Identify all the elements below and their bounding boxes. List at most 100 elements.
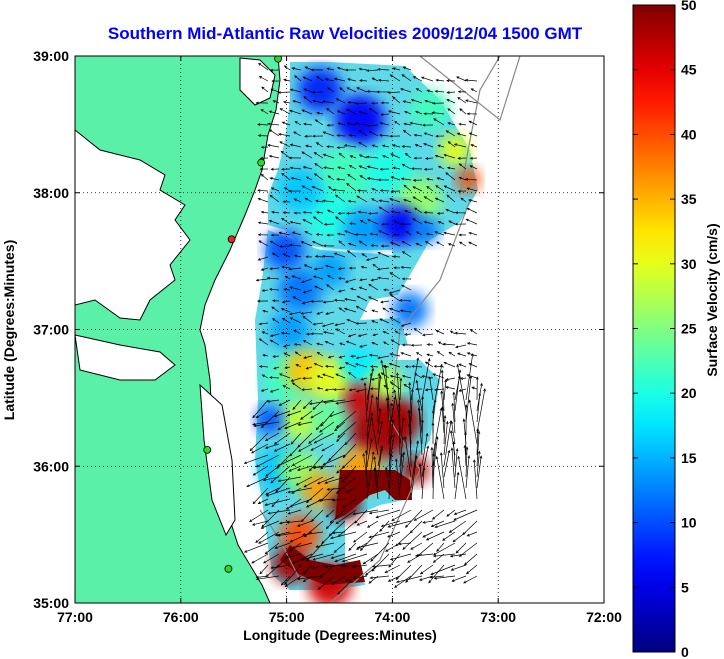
current-vector-head [400,177,405,181]
current-vector [345,362,357,368]
current-vector [399,454,403,478]
current-vector-head [328,186,332,190]
current-vector [356,542,368,550]
current-vector-head [269,376,273,380]
current-vector-head [387,525,391,528]
current-vector-head [271,210,275,214]
current-vector-head [359,278,363,282]
current-vector [416,352,423,357]
current-vector [401,266,412,269]
current-vector [389,289,401,294]
current-vector-head [355,363,359,366]
current-vector [261,267,269,271]
current-vector-head [436,351,440,354]
current-vector [427,344,434,346]
current-vector-head [292,296,296,300]
current-vector [321,443,335,452]
current-vector [451,421,456,445]
current-vector [261,86,269,93]
current-vector-head [390,189,394,193]
current-vector [405,366,412,368]
current-vector [290,167,302,170]
current-vector [434,575,456,579]
current-vector-head [300,312,304,315]
current-vector [274,432,291,445]
current-vector-head [260,173,264,177]
current-vector [443,343,456,346]
current-vector-head [316,311,320,315]
current-vector-head [464,404,468,408]
current-vector [403,100,412,104]
current-vector-head [260,210,264,214]
current-vector [269,220,280,225]
current-vector [265,443,280,449]
current-vector-head [282,253,286,257]
current-vector-head [390,176,394,179]
current-vector-head [283,187,288,190]
current-vector [356,195,368,203]
current-vector-head [291,463,295,466]
current-vector-head [435,455,439,460]
current-vector-head [377,67,381,71]
current-vector-head [378,199,382,203]
current-vector-head [339,87,343,91]
current-vector-head [335,490,340,494]
radar-station-marker [224,564,233,573]
current-vector [390,316,401,324]
current-vector [405,153,412,159]
current-vector [469,232,478,236]
current-vector-head [468,241,472,245]
current-vector-head [368,130,372,134]
current-vector [256,454,280,468]
current-vector [305,145,313,148]
current-vector-head [268,110,272,114]
current-vector-head [424,361,429,365]
current-vector-head [383,385,387,388]
current-vector [444,362,456,368]
current-vector [419,463,423,489]
current-vector-head [377,356,381,360]
current-vector [421,375,434,379]
current-vector [345,278,357,283]
current-vector-head [354,122,358,125]
current-vector [424,221,434,225]
current-vector [435,520,456,528]
current-vector [292,296,302,302]
current-vector-head [291,546,295,549]
current-vector-head [324,341,328,344]
current-vector-head [264,446,269,449]
current-vector [449,520,467,533]
current-vector-head [366,219,371,222]
current-vector [378,277,390,280]
current-vector [332,531,346,534]
current-vector-head [270,167,274,171]
current-vector-head [326,487,330,491]
current-vector-head [366,90,370,93]
current-vector-head [405,230,409,234]
current-vector [270,333,280,337]
current-vector-head [459,108,463,112]
current-vector-head [261,86,265,90]
current-vector-head [410,98,414,102]
current-vector [258,63,269,71]
current-vector [459,388,467,392]
current-vector [338,277,346,280]
current-vector-head [385,549,389,552]
current-vector-head [465,571,470,575]
current-vector-head [314,163,318,166]
current-vector-head [379,189,383,192]
current-vector-head [335,216,339,220]
current-vector [465,375,472,423]
current-vector-head [291,382,296,386]
current-vector [432,408,442,456]
current-vector-head [344,68,349,72]
current-vector [296,476,313,486]
current-vector [290,144,302,148]
current-vector [391,339,401,346]
current-vector-head [344,578,348,582]
current-vector-head [400,88,404,91]
current-vector-head [324,364,329,368]
current-vector [450,553,467,557]
current-vector-head [447,141,451,145]
current-vector [414,509,434,521]
